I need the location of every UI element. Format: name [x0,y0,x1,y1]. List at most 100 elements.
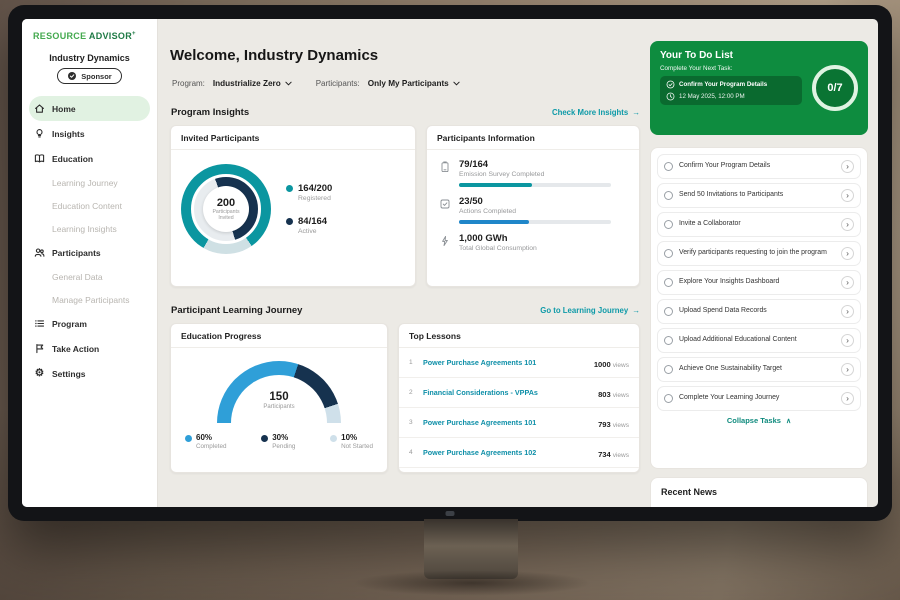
legend-label: Pending [272,443,295,450]
task-checkbox[interactable] [664,249,673,258]
task-checkbox[interactable] [664,191,673,200]
check-more-insights-link[interactable]: Check More Insights → [552,108,640,117]
todo-title: Your To Do List [660,50,858,61]
sidebar-item-insights[interactable]: Insights [22,121,157,146]
task-row-upload-spend-data[interactable]: Upload Spend Data Records › [657,299,861,324]
sidebar-item-participants[interactable]: Participants [22,240,157,265]
sidebar-item-education-content[interactable]: Education Content [22,194,157,217]
scene: RESOURCE ADVISOR+ Industry Dynamics Spon… [0,0,900,600]
sidebar-item-home[interactable]: Home [29,96,150,121]
logo-plus: + [132,31,136,37]
task-checkbox[interactable] [664,365,673,374]
chevron-right-icon[interactable]: › [841,189,854,202]
stat-row-consumption: 1,000 GWh Total Global Consumption [427,224,639,252]
link-label: Go to Learning Journey [540,306,628,315]
todo-hero-card: Your To Do List Complete Your Next Task:… [650,41,868,135]
task-checkbox[interactable] [664,394,673,403]
sidebar-item-learning-insights[interactable]: Learning Insights [22,217,157,240]
sidebar-item-program[interactable]: Program [22,311,157,336]
card-title: Invited Participants [171,126,415,150]
progress-bar [459,183,611,187]
sidebar: RESOURCE ADVISOR+ Industry Dynamics Spon… [22,19,158,507]
insights-icon [34,128,45,139]
chevron-right-icon[interactable]: › [841,392,854,405]
lesson-link[interactable]: Power Purchase Agreements 101 [423,358,588,367]
task-checkbox[interactable] [664,336,673,345]
participants-filter-label: Participants: [316,79,360,88]
task-checkbox[interactable] [664,220,673,229]
arrow-right-icon: → [632,108,640,117]
lesson-link[interactable]: Power Purchase Agreements 102 [423,448,592,457]
task-row-send-invitations[interactable]: Send 50 Invitations to Participants › [657,183,861,208]
legend-dot-pending [261,435,268,442]
page-title: Welcome, Industry Dynamics [170,47,378,64]
participants-icon [34,247,45,258]
chevron-right-icon[interactable]: › [841,276,854,289]
sidebar-item-label: Manage Participants [52,295,130,305]
chevron-right-icon[interactable]: › [841,247,854,260]
task-row-confirm-program[interactable]: Confirm Your Program Details › [657,154,861,179]
task-row-upload-educational-content[interactable]: Upload Additional Educational Content › [657,328,861,353]
chevron-right-icon[interactable]: › [841,305,854,318]
legend-label: Registered [298,195,332,202]
gauge-legend: 60% Completed 30% Pending [171,425,387,450]
monitor-bezel: RESOURCE ADVISOR+ Industry Dynamics Spon… [8,5,892,521]
sidebar-item-general-data[interactable]: General Data [22,265,157,288]
survey-icon [439,161,451,173]
main-content: Welcome, Industry Dynamics Program: Indu… [158,19,650,507]
lesson-views-label: views [613,452,629,459]
stat-value: 79/164 [459,159,611,170]
chevron-right-icon[interactable]: › [841,160,854,173]
home-icon [34,103,45,114]
legend-item-registered: 164/200 Registered [286,183,332,202]
legend-value: 10% [341,433,373,442]
task-label: Upload Spend Data Records [679,307,835,316]
legend-value: 164/200 [298,183,332,194]
sidebar-item-manage-participants[interactable]: Manage Participants [22,288,157,311]
monitor-logo [446,511,455,516]
collapse-tasks-link[interactable]: Collapse Tasks ∧ [657,416,861,425]
task-label: Upload Additional Educational Content [679,336,835,345]
stat-row-emission-survey: 79/164 Emission Survey Completed [427,150,639,187]
chevron-down-icon [453,81,460,86]
stat-label: Actions Completed [459,208,611,215]
task-row-achieve-target[interactable]: Achieve One Sustainability Target › [657,357,861,382]
sidebar-item-label: Learning Insights [52,224,117,234]
legend-value: 60% [196,433,226,442]
legend-value: 30% [272,433,295,442]
gauge-center-value: 150 [217,391,341,403]
task-row-verify-participants[interactable]: Verify participants requesting to join t… [657,241,861,266]
logo-text-advisor: ADVISOR+ [89,31,136,41]
task-row-explore-insights[interactable]: Explore Your Insights Dashboard › [657,270,861,295]
program-filter-dropdown[interactable]: Industrialize Zero [213,79,292,88]
clock-icon [666,92,675,101]
next-task-box[interactable]: Confirm Your Program Details 12 May 2025… [660,76,802,105]
task-checkbox[interactable] [664,307,673,316]
lesson-rank: 4 [409,449,417,456]
sidebar-item-label: General Data [52,272,103,282]
chevron-right-icon[interactable]: › [841,363,854,376]
gauge-center-label: Participants [217,404,341,410]
logo-text-resource: RESOURCE [33,31,86,41]
next-task-label: Confirm Your Program Details [679,81,767,88]
task-row-invite-collaborator[interactable]: Invite a Collaborator › [657,212,861,237]
program-icon [34,318,45,329]
lesson-link[interactable]: Power Purchase Agreements 101 [423,418,592,427]
lesson-row: 5 Power Purchase Agreements 103 600views [399,468,639,473]
legend-dot-active [286,218,293,225]
sponsor-badge[interactable]: Sponsor [57,68,121,84]
check-circle-icon [666,80,675,89]
sidebar-item-education[interactable]: Education [22,146,157,171]
chevron-right-icon[interactable]: › [841,334,854,347]
lesson-link[interactable]: Financial Considerations - VPPAs [423,388,592,397]
task-checkbox[interactable] [664,278,673,287]
task-label: Confirm Your Program Details [679,162,835,171]
sidebar-item-learning-journey[interactable]: Learning Journey [22,171,157,194]
sidebar-item-take-action[interactable]: Take Action [22,336,157,361]
go-to-learning-journey-link[interactable]: Go to Learning Journey → [540,306,640,315]
task-checkbox[interactable] [664,162,673,171]
task-row-complete-learning-journey[interactable]: Complete Your Learning Journey › [657,386,861,411]
chevron-right-icon[interactable]: › [841,218,854,231]
sidebar-item-settings[interactable]: ⚙ Settings [22,361,157,386]
participants-filter-dropdown[interactable]: Only My Participants [368,79,460,88]
